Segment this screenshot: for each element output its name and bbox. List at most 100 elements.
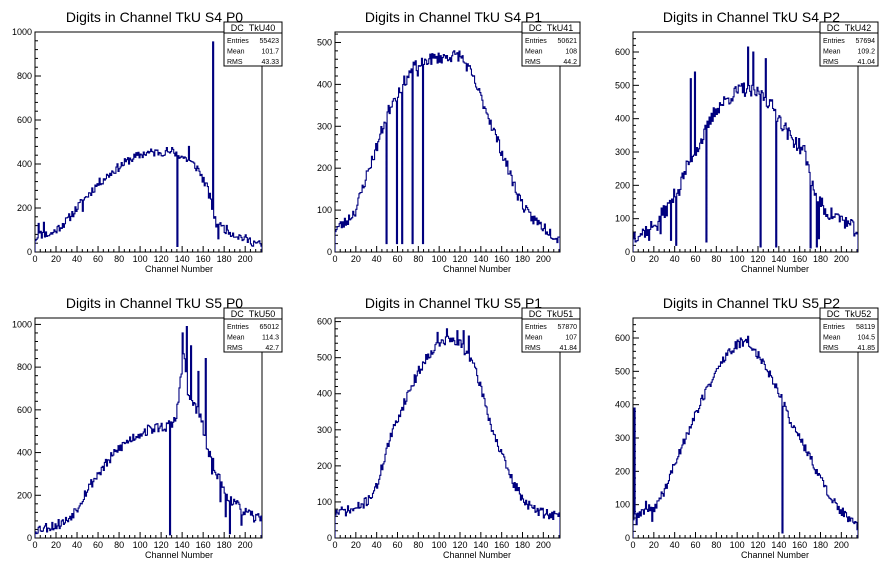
x-tick-label: 200 bbox=[834, 254, 849, 264]
x-tick-label: 200 bbox=[536, 254, 551, 264]
chart-title: Digits in Channel TkU S5 P1 bbox=[365, 295, 542, 311]
x-tick-label: 200 bbox=[536, 540, 551, 550]
y-tick-label: 200 bbox=[317, 461, 332, 471]
x-tick-label: 60 bbox=[93, 540, 103, 550]
x-axis-label: Channel Number bbox=[443, 264, 511, 274]
x-tick-label: 100 bbox=[730, 540, 745, 550]
y-tick-label: 800 bbox=[17, 71, 32, 81]
x-tick-label: 140 bbox=[473, 540, 488, 550]
x-tick-label: 0 bbox=[332, 540, 337, 550]
y-tick-label: 300 bbox=[615, 147, 630, 157]
x-tick-label: 100 bbox=[730, 254, 745, 264]
panel-4: Digits in Channel TkU S5 P0 Channel Numbe… bbox=[12, 295, 283, 560]
x-tick-label: 140 bbox=[473, 254, 488, 264]
histogram-line bbox=[35, 325, 262, 538]
y-tick-label: 500 bbox=[317, 37, 332, 47]
x-tick-label: 100 bbox=[133, 254, 148, 264]
chart-title: Digits in Channel TkU S4 P0 bbox=[66, 9, 243, 25]
x-tick-label: 200 bbox=[238, 254, 253, 264]
y-tick-label: 1000 bbox=[12, 319, 32, 329]
y-tick-label: 600 bbox=[17, 405, 32, 415]
panel-1: Digits in Channel TkU S4 P0 Channel Numbe… bbox=[12, 9, 283, 274]
y-tick-label: 600 bbox=[615, 333, 630, 343]
stats-box: DC_TkU42 Entries 57694 Mean 109.2 RMS 41.04 bbox=[819, 21, 879, 67]
x-tick-label: 20 bbox=[51, 540, 61, 550]
stats-box: DC_TkU52 Entries 58119 Mean 104.5 RMS 41.85 bbox=[819, 307, 879, 353]
stats-label-rms: RMS bbox=[525, 345, 541, 352]
stats-value-rms: 41.84 bbox=[559, 345, 577, 352]
y-tick-label: 500 bbox=[615, 80, 630, 90]
histogram-line bbox=[633, 335, 858, 538]
x-tick-label: 160 bbox=[792, 540, 807, 550]
x-tick-label: 120 bbox=[750, 254, 765, 264]
x-tick-label: 40 bbox=[670, 254, 680, 264]
x-tick-label: 160 bbox=[196, 540, 211, 550]
y-tick-label: 200 bbox=[17, 490, 32, 500]
stats-name: DC_TkU51 bbox=[529, 309, 574, 319]
x-tick-label: 120 bbox=[452, 540, 467, 550]
x-tick-label: 40 bbox=[372, 540, 382, 550]
y-tick-label: 600 bbox=[615, 47, 630, 57]
stats-label-rms: RMS bbox=[525, 59, 541, 66]
x-tick-label: 80 bbox=[711, 540, 721, 550]
plot-frame bbox=[632, 31, 859, 253]
x-tick-label: 120 bbox=[452, 254, 467, 264]
y-tick-label: 200 bbox=[615, 180, 630, 190]
x-tick-label: 200 bbox=[834, 540, 849, 550]
y-tick-label: 200 bbox=[17, 203, 32, 213]
x-tick-label: 140 bbox=[771, 254, 786, 264]
stats-value-entries: 57870 bbox=[558, 324, 578, 331]
x-tick-label: 20 bbox=[649, 254, 659, 264]
panel-3: Digits in Channel TkU S4 P2 Channel Numbe… bbox=[615, 9, 879, 274]
stats-label-rms: RMS bbox=[227, 59, 243, 66]
stats-value-mean: 108 bbox=[565, 49, 577, 56]
x-tick-label: 160 bbox=[494, 254, 509, 264]
plot-frame bbox=[34, 31, 263, 253]
stats-name: DC_TkU41 bbox=[529, 23, 574, 33]
x-tick-label: 180 bbox=[813, 540, 828, 550]
stats-box-frame bbox=[819, 307, 879, 353]
x-tick-label: 120 bbox=[750, 540, 765, 550]
y-tick-label: 200 bbox=[317, 163, 332, 173]
x-tick-label: 80 bbox=[413, 254, 423, 264]
x-tick-label: 80 bbox=[114, 254, 124, 264]
stats-label-mean: Mean bbox=[823, 49, 841, 56]
y-tick-label: 600 bbox=[317, 317, 332, 327]
x-tick-label: 180 bbox=[515, 540, 530, 550]
x-tick-label: 20 bbox=[649, 540, 659, 550]
stats-label-entries: Entries bbox=[823, 324, 845, 331]
stats-value-entries: 50621 bbox=[558, 38, 578, 45]
chart-title: Digits in Channel TkU S4 P2 bbox=[663, 9, 840, 25]
x-tick-label: 0 bbox=[332, 254, 337, 264]
histogram-line bbox=[335, 50, 560, 252]
stats-label-mean: Mean bbox=[823, 335, 841, 342]
x-tick-label: 180 bbox=[813, 254, 828, 264]
chart-title: Digits in Channel TkU S5 P0 bbox=[66, 295, 243, 311]
stats-label-mean: Mean bbox=[227, 49, 245, 56]
x-tick-label: 140 bbox=[175, 540, 190, 550]
y-tick-label: 800 bbox=[17, 362, 32, 372]
stats-value-entries: 58119 bbox=[856, 324, 875, 331]
stats-label-rms: RMS bbox=[823, 345, 839, 352]
x-axis-label: Channel Number bbox=[741, 264, 809, 274]
stats-box: DC_TkU40 Entries 55423 Mean 101.7 RMS 43.33 bbox=[223, 21, 283, 67]
stats-value-mean: 107 bbox=[565, 335, 577, 342]
stats-box: DC_TkU41 Entries 50621 Mean 108 RMS 44.2 bbox=[521, 21, 581, 67]
y-tick-label: 400 bbox=[317, 389, 332, 399]
stats-name: DC_TkU52 bbox=[827, 309, 872, 319]
x-tick-label: 0 bbox=[32, 540, 37, 550]
y-tick-label: 300 bbox=[615, 433, 630, 443]
stats-box: DC_TkU51 Entries 57870 Mean 107 RMS 41.84 bbox=[521, 307, 581, 353]
x-axis-label: Channel Number bbox=[145, 264, 213, 274]
y-tick-label: 400 bbox=[17, 448, 32, 458]
y-tick-label: 400 bbox=[615, 400, 630, 410]
stats-label-entries: Entries bbox=[525, 324, 547, 331]
x-tick-label: 80 bbox=[114, 540, 124, 550]
stats-value-rms: 41.04 bbox=[857, 59, 875, 66]
x-axis-label: Channel Number bbox=[741, 550, 809, 560]
y-tick-label: 500 bbox=[317, 353, 332, 363]
panel-2: Digits in Channel TkU S4 P1 Channel Numbe… bbox=[317, 9, 581, 274]
y-tick-label: 0 bbox=[625, 247, 630, 257]
x-tick-label: 200 bbox=[238, 540, 253, 550]
stats-label-entries: Entries bbox=[823, 38, 845, 45]
